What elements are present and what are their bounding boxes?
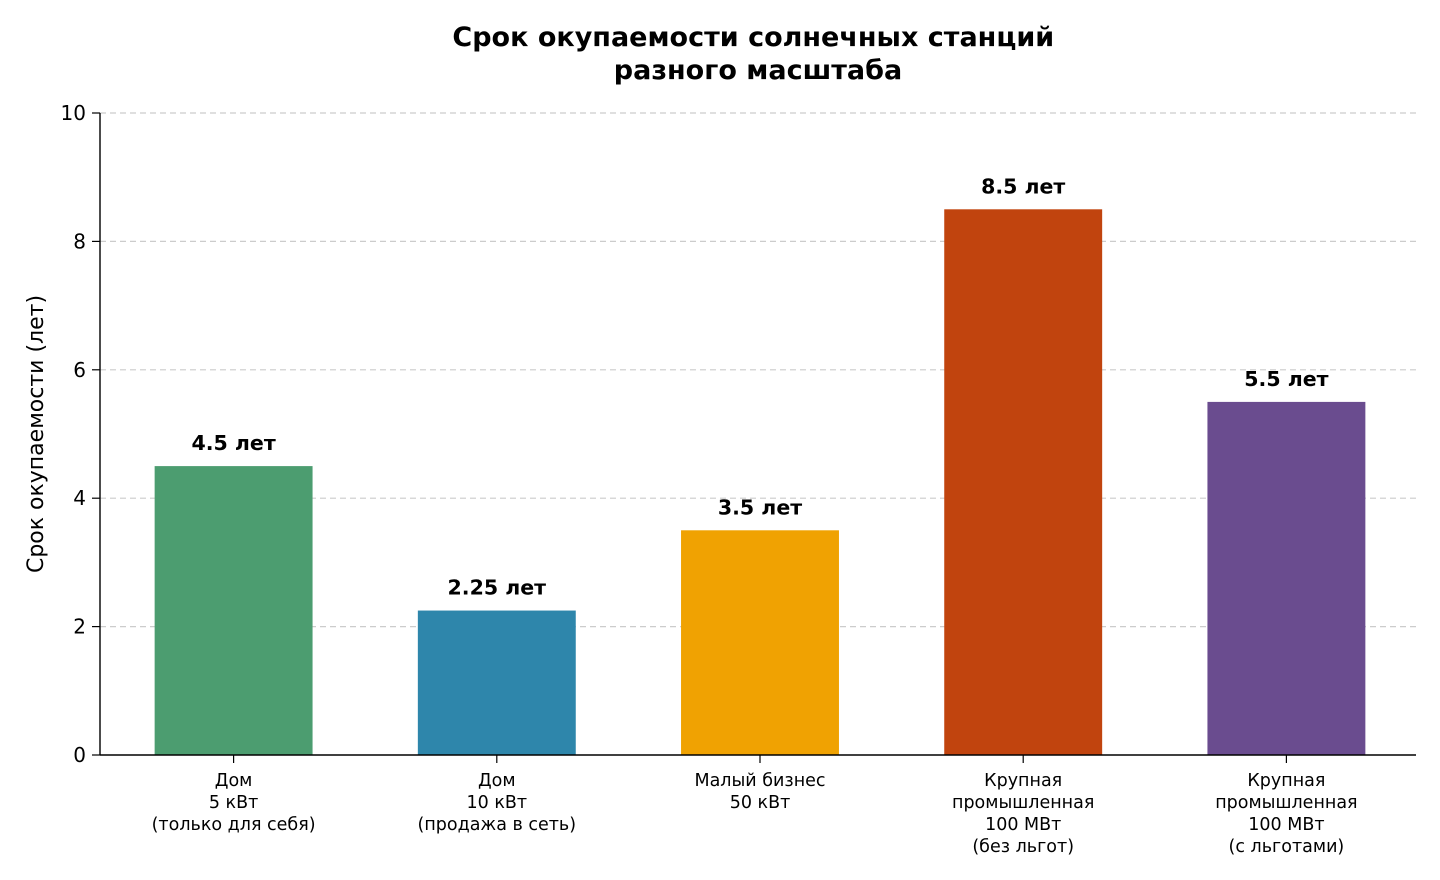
- data-label: 8.5 лет: [981, 174, 1065, 198]
- x-tick-label-line: Дом: [478, 771, 516, 791]
- y-tick-label: 8: [73, 229, 86, 253]
- chart-title-line-1: Срок окупаемости солнечных станций: [452, 22, 1054, 53]
- x-tick-label-line: Дом: [215, 771, 253, 791]
- x-tick-label: Дом 10 кВт (продажа в сеть): [418, 771, 577, 835]
- x-tick-label-line: (продажа в сеть): [418, 815, 577, 835]
- bar: [681, 530, 839, 755]
- y-tick-label: 10: [61, 101, 86, 125]
- data-label: 2.25 лет: [448, 576, 547, 600]
- data-label: 4.5 лет: [191, 431, 275, 455]
- x-tick-label: Малый бизнес 50 кВт: [694, 771, 825, 813]
- x-tick-label: Крупная промышленная 100 МВт (без льгот): [952, 771, 1094, 857]
- x-ticks: Дом 5 кВт (только для себя)Дом 10 кВт (прода…: [152, 755, 1358, 857]
- chart-title: Срок окупаемости солнечных станций разно…: [452, 22, 1063, 86]
- x-tick-label-line: (только для себя): [152, 815, 316, 835]
- bar: [154, 466, 313, 755]
- x-tick-label-line: 100 МВт: [1248, 815, 1324, 835]
- data-label: 3.5 лет: [718, 495, 802, 519]
- x-tick-label: Крупная промышленная 100 МВт (с льготами): [1215, 771, 1357, 857]
- y-tick-label: 4: [73, 486, 86, 510]
- chart-title-line-2: разного масштаба: [614, 55, 902, 86]
- x-tick-label-line: Малый бизнес: [694, 771, 825, 791]
- data-label: 5.5 лет: [1244, 367, 1328, 391]
- y-tick-label: 6: [73, 358, 86, 382]
- x-tick-label-line: Крупная: [984, 771, 1062, 791]
- bar: [1207, 401, 1366, 755]
- x-tick-label-line: (без льгот): [972, 837, 1074, 857]
- x-tick-label-line: промышленная: [1215, 793, 1357, 813]
- y-tick-label: 0: [73, 743, 86, 767]
- x-tick-label-line: промышленная: [952, 793, 1094, 813]
- x-tick-label-line: (с льготами): [1229, 837, 1345, 857]
- y-tick-label: 2: [73, 615, 86, 639]
- data-labels: 4.5 лет 2.25 лет 3.5 лет 8.5 лет 5.5 лет: [191, 174, 1328, 599]
- x-tick-label: Дом 5 кВт (только для себя): [152, 771, 316, 835]
- axes: [99, 113, 1416, 756]
- x-tick-label-line: 100 МВт: [985, 815, 1061, 835]
- bars: [154, 209, 1366, 756]
- y-ticks: 0 2 4 6 8 10: [61, 101, 100, 767]
- bar: [417, 610, 576, 755]
- x-tick-label-line: 10 кВт: [466, 793, 527, 813]
- y-axis-label: Срок окупаемости (лет): [24, 295, 49, 573]
- x-tick-label-line: 50 кВт: [730, 793, 791, 813]
- x-tick-label-line: 5 кВт: [209, 793, 258, 813]
- x-tick-label-line: Крупная: [1247, 771, 1325, 791]
- bar: [944, 209, 1103, 756]
